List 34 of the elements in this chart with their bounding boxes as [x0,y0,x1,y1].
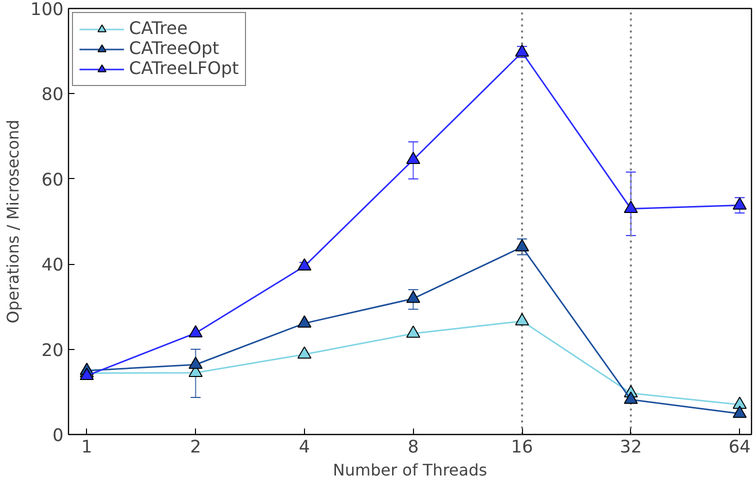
point [732,406,747,418]
y-axis-title: Operations / Microsecond [3,120,22,324]
point [406,326,420,338]
point [297,315,312,328]
y-tick-label: 20 [41,340,64,361]
x-tick-label: 32 [620,438,642,458]
point [732,197,747,210]
point [732,396,747,409]
legend-label: CATree [129,19,188,39]
point [188,325,203,338]
point [624,200,638,213]
point [188,356,203,369]
x-tick-label: 4 [298,438,310,458]
point [515,239,530,252]
y-tick-label: 0 [52,426,64,446]
point [624,392,638,404]
x-tick-label: 2 [190,438,202,458]
y-tick-label: 60 [41,170,64,190]
x-tick-label: 1 [81,438,92,458]
point [515,313,530,326]
x-tick-label: 8 [408,438,419,458]
legend-label: CATreeOpt [129,39,220,59]
y-tick-label: 80 [41,85,64,106]
point [406,152,420,164]
point [80,368,94,380]
x-axis-title: Number of Threads [332,460,488,480]
y-tick-label: 40 [41,256,64,276]
point [406,290,420,303]
x-tick-label: 64 [728,438,751,458]
x-tick-label: 16 [511,438,534,458]
legend-label: CATreeLFOpt [129,59,239,79]
y-tick-label: 100 [30,0,64,20]
point [297,258,312,270]
point [297,346,312,359]
